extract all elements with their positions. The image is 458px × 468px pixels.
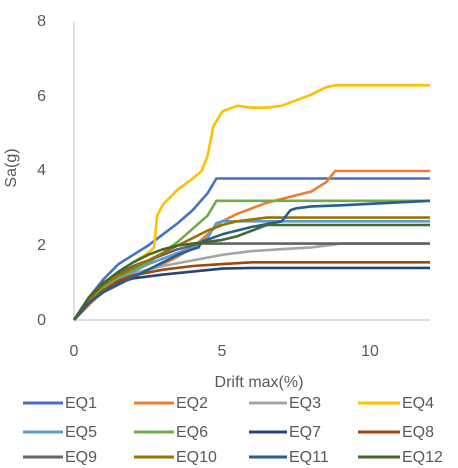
y-tick-labels: 0 2 4 6 8 [37, 13, 46, 329]
legend-item-eq10: EQ10 [134, 449, 217, 466]
legend-label: EQ1 [65, 395, 97, 412]
series-line-eq3 [72, 242, 430, 321]
legend-item-eq1: EQ1 [23, 395, 97, 412]
series-line-eq10 [72, 216, 430, 321]
legend-label: EQ4 [402, 395, 434, 412]
legend-label: EQ11 [289, 449, 329, 466]
legend-item-eq11: EQ11 [249, 449, 329, 466]
y-tick-label: 2 [37, 237, 46, 254]
legend: EQ1 EQ2 EQ3 EQ4 EQ5 EQ6 EQ7 EQ8 EQ9 EQ10 EQ11 EQ12 [23, 395, 443, 466]
legend-label: EQ6 [176, 424, 208, 441]
legend-label: EQ5 [65, 424, 97, 441]
legend-item-eq12: EQ12 [358, 449, 443, 466]
legend-item-eq8: EQ8 [358, 424, 434, 441]
x-tick-labels: 0 5 10 [70, 343, 379, 360]
series-line-eq9 [72, 242, 430, 321]
y-tick-label: 6 [37, 88, 46, 105]
y-tick-label: 8 [37, 13, 46, 30]
x-tick-label: 10 [361, 343, 379, 360]
series-line-eq2 [73, 169, 430, 321]
legend-item-eq4: EQ4 [358, 395, 434, 412]
legend-label: EQ9 [65, 449, 97, 466]
plot-area [72, 22, 431, 321]
legend-label: EQ7 [289, 424, 321, 441]
y-axis-title: Sa(g) [3, 148, 20, 187]
legend-item-eq3: EQ3 [249, 395, 321, 412]
x-tick-label: 5 [218, 343, 227, 360]
series-line-eq12 [72, 223, 430, 321]
legend-item-eq5: EQ5 [23, 424, 97, 441]
legend-label: EQ2 [176, 395, 208, 412]
legend-item-eq7: EQ7 [249, 424, 321, 441]
y-tick-label: 0 [37, 312, 46, 329]
series-group [72, 84, 431, 321]
legend-item-eq9: EQ9 [23, 449, 97, 466]
series-line-eq6 [72, 199, 430, 321]
series-line-eq1 [72, 177, 430, 321]
legend-label: EQ8 [402, 424, 434, 441]
legend-item-eq2: EQ2 [134, 395, 208, 412]
x-tick-label: 0 [70, 343, 79, 360]
legend-label: EQ12 [402, 449, 443, 466]
legend-label: EQ3 [289, 395, 321, 412]
y-tick-label: 4 [37, 162, 46, 179]
legend-item-eq6: EQ6 [134, 424, 208, 441]
legend-label: EQ10 [176, 449, 217, 466]
x-axis-title: Drift max(%) [215, 374, 304, 391]
